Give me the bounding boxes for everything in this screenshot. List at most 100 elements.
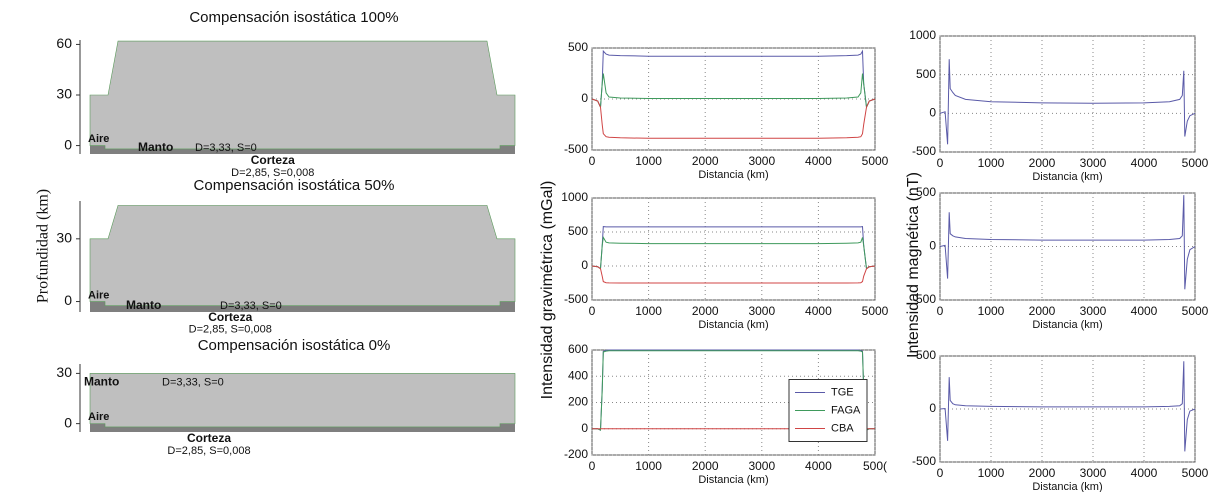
- x-tick-label: 3000: [1080, 304, 1107, 318]
- crust-props: D=2,85, S=0,008: [167, 445, 250, 457]
- y-tick-label: 1000: [909, 28, 936, 42]
- x-tick-label: 1000: [978, 156, 1005, 170]
- air-label: Aire: [88, 133, 109, 145]
- data-line: [939, 59, 1196, 145]
- x-tick-label: 2000: [692, 304, 719, 318]
- x-tick-label: 0: [589, 304, 596, 318]
- plot-frame: [591, 197, 876, 301]
- y-tick-label: -200: [564, 447, 588, 461]
- x-tick-label: 5000: [1182, 156, 1209, 170]
- x-tick-label: 3000: [748, 304, 775, 318]
- mantle-props: D=3,33, S=0: [162, 376, 224, 388]
- x-axis-label: Distancia (km): [1032, 319, 1102, 331]
- x-tick-label: 4000: [1131, 156, 1158, 170]
- x-tick-label: 4000: [805, 304, 832, 318]
- y-tick-label: 400: [568, 368, 588, 382]
- y-tick-label: 500: [568, 224, 588, 238]
- y-tick-label: 30: [56, 230, 72, 246]
- mantle-label: Manto: [84, 375, 119, 389]
- data-line: [591, 98, 876, 139]
- data-line: [591, 73, 876, 110]
- gravity-axis-label: Intensidad gravimétrica (mGal): [539, 181, 556, 400]
- section-title: Compensación isostática 50%: [194, 177, 395, 194]
- y-tick-label: 60: [56, 35, 72, 51]
- crust-props: D=2,85, S=0,008: [189, 324, 272, 336]
- mantle-props: D=3,33, S=0: [195, 142, 257, 154]
- x-tick-label: 5000: [862, 154, 889, 168]
- x-tick-label: 5000: [862, 304, 889, 318]
- y-tick-label: -500: [564, 142, 588, 156]
- y-tick-label: 600: [568, 342, 588, 356]
- x-tick-label: 0: [937, 466, 944, 480]
- y-tick-label: 500: [568, 40, 588, 54]
- air-label: Aire: [88, 411, 109, 423]
- x-tick-label: 5000: [1182, 304, 1209, 318]
- crust: [89, 205, 516, 307]
- y-tick-label: -500: [912, 292, 936, 306]
- x-tick-label: 1000: [635, 304, 662, 318]
- x-tick-label: 1000: [978, 304, 1005, 318]
- y-tick-label: 0: [929, 401, 936, 415]
- air-label: Aire: [88, 290, 109, 302]
- x-tick-label: 1000: [635, 154, 662, 168]
- x-tick-label: 1000: [635, 459, 662, 473]
- x-tick-label: 2000: [692, 459, 719, 473]
- depth-axis-label: Profundidad (km): [35, 189, 52, 303]
- mantle-label: Manto: [138, 140, 173, 154]
- crust-label: Corteza: [187, 431, 231, 445]
- y-tick-label: 0: [929, 106, 936, 120]
- x-tick-label: 5000: [1182, 466, 1209, 480]
- crust-props: D=2,85, S=0,008: [231, 167, 314, 179]
- y-tick-label: 500: [916, 348, 936, 362]
- x-tick-label: 2000: [1029, 156, 1056, 170]
- crust-label: Corteza: [251, 153, 295, 167]
- x-tick-label: 4000: [805, 459, 832, 473]
- data-line: [591, 235, 876, 270]
- x-tick-label: 500(: [863, 459, 887, 473]
- x-tick-label: 3000: [1080, 466, 1107, 480]
- magnetic-axis-label: Intensidad magnética (nT): [905, 172, 922, 358]
- section-title: Compensación isostática 100%: [189, 9, 398, 26]
- mantle-props: D=3,33, S=0: [220, 300, 282, 312]
- y-tick-label: 0: [64, 414, 72, 430]
- legend-label: TGE: [831, 386, 854, 398]
- x-axis-label: Distancia (km): [1032, 481, 1102, 492]
- mantle-label: Manto: [126, 298, 161, 312]
- x-tick-label: 4000: [805, 154, 832, 168]
- x-tick-label: 2000: [1029, 304, 1056, 318]
- y-tick-label: 30: [56, 364, 72, 380]
- y-tick-label: 30: [56, 86, 72, 102]
- x-axis-label: Distancia (km): [1032, 171, 1102, 183]
- y-tick-label: 500: [916, 185, 936, 199]
- x-axis-label: Distancia (km): [698, 474, 768, 486]
- x-tick-label: 3000: [748, 459, 775, 473]
- y-tick-label: 200: [568, 395, 588, 409]
- plot-frame: [939, 35, 1196, 153]
- y-tick-label: -500: [912, 454, 936, 468]
- y-tick-label: 0: [64, 136, 72, 152]
- y-tick-label: 1000: [561, 190, 588, 204]
- crust-label: Corteza: [208, 310, 252, 324]
- data-line: [939, 195, 1196, 290]
- x-tick-label: 4000: [1131, 304, 1158, 318]
- crust: [89, 373, 516, 428]
- y-tick-label: 0: [929, 239, 936, 253]
- x-tick-label: 0: [589, 154, 596, 168]
- data-line: [591, 265, 876, 284]
- x-tick-label: 3000: [748, 154, 775, 168]
- section-title: Compensación isostática 0%: [198, 337, 391, 354]
- x-tick-label: 3000: [1080, 156, 1107, 170]
- plot-frame: [591, 47, 876, 151]
- x-axis-label: Distancia (km): [698, 169, 768, 181]
- crust: [89, 40, 516, 150]
- legend-label: FAGA: [831, 404, 861, 416]
- x-tick-label: 1000: [978, 466, 1005, 480]
- x-tick-label: 2000: [1029, 466, 1056, 480]
- y-tick-label: 0: [581, 421, 588, 435]
- y-tick-label: 500: [916, 67, 936, 81]
- y-tick-label: 0: [64, 292, 72, 308]
- x-tick-label: 0: [937, 156, 944, 170]
- x-axis-label: Distancia (km): [698, 319, 768, 331]
- y-tick-label: -500: [912, 144, 936, 158]
